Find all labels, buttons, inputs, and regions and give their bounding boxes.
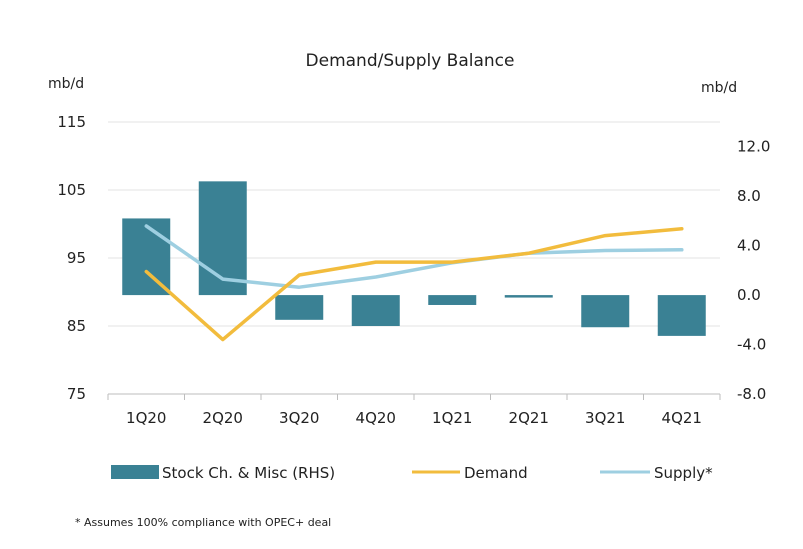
- x-tick-label: 4Q20: [356, 409, 396, 427]
- x-tick-label: 3Q21: [585, 409, 625, 427]
- line-series: [144, 224, 684, 342]
- left-tick-label: 85: [67, 317, 86, 335]
- x-tick-label: 1Q20: [126, 409, 166, 427]
- x-axis-ticks: 1Q20 2Q20 3Q20 4Q20 1Q21 2Q21 3Q21 4Q21: [107, 394, 721, 427]
- x-tick-label: 1Q21: [432, 409, 472, 427]
- right-axis-ticks: 12.0 8.0 4.0 0.0 -4.0 -8.0: [737, 138, 770, 403]
- legend-label-supply: Supply*: [654, 464, 713, 482]
- line-supply: [144, 224, 684, 289]
- bar-stock-change: [657, 295, 706, 336]
- right-tick-label: 0.0: [737, 286, 761, 304]
- bar-stock-change: [275, 295, 324, 320]
- bar-stock-change: [504, 295, 553, 298]
- line-demand: [144, 227, 684, 342]
- legend-swatch-stock: [111, 465, 159, 479]
- bar-stock-change: [428, 295, 477, 305]
- x-tick-label: 2Q21: [509, 409, 549, 427]
- left-axis-ticks: 115 105 95 85 75: [57, 113, 86, 403]
- bar-stock-change: [198, 181, 247, 296]
- chart-title: Demand/Supply Balance: [306, 51, 515, 71]
- stock-change-bars: [122, 181, 706, 336]
- left-axis-unit: mb/d: [48, 76, 84, 92]
- left-tick-label: 115: [57, 113, 86, 131]
- x-tick-label: 4Q21: [662, 409, 702, 427]
- right-tick-label: -8.0: [737, 385, 766, 403]
- left-tick-label: 75: [67, 385, 86, 403]
- left-tick-label: 95: [67, 249, 86, 267]
- bar-stock-change: [581, 295, 630, 328]
- x-tick-label: 2Q20: [203, 409, 243, 427]
- x-tick-label: 3Q20: [279, 409, 319, 427]
- bar-stock-change: [351, 295, 400, 326]
- legend-label-stock: Stock Ch. & Misc (RHS): [162, 464, 335, 482]
- right-axis-unit: mb/d: [701, 80, 737, 96]
- right-tick-label: -4.0: [737, 336, 766, 354]
- right-tick-label: 12.0: [737, 138, 770, 156]
- left-tick-label: 105: [57, 181, 86, 199]
- right-tick-label: 8.0: [737, 187, 761, 205]
- footnote: * Assumes 100% compliance with OPEC+ dea…: [75, 516, 331, 529]
- legend: Stock Ch. & Misc (RHS) Demand Supply*: [111, 464, 713, 482]
- right-tick-label: 4.0: [737, 237, 761, 255]
- legend-label-demand: Demand: [464, 464, 528, 482]
- bar-stock-change: [122, 218, 171, 296]
